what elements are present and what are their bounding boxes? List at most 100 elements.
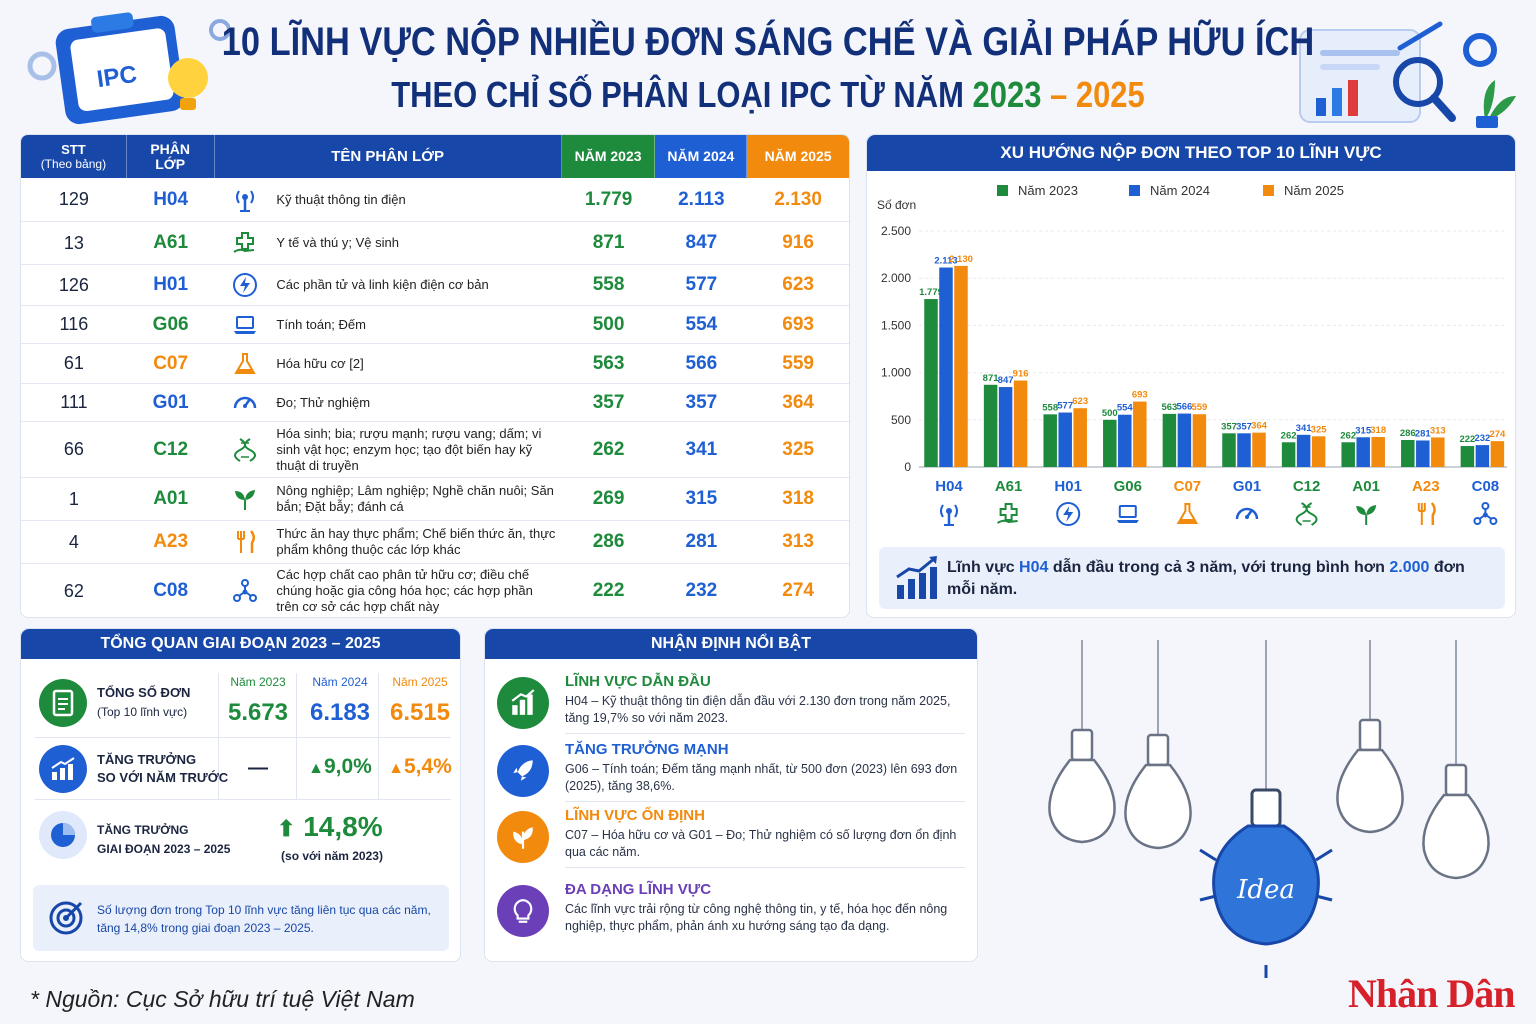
table-row: 62 C08 Các hợp chất cao phân tử hữu cơ; … — [21, 564, 849, 617]
total-label: TỔNG SỐ ĐƠN — [97, 685, 191, 700]
lightning-icon — [215, 265, 277, 305]
y-tick-label: 2.500 — [881, 224, 911, 238]
chart-insight: Lĩnh vực H04 dẫn đầu trong cả 3 năm, với… — [879, 547, 1505, 609]
row-name: Đo; Thử nghiệm — [276, 394, 371, 410]
row-value-2023: 222 — [592, 580, 625, 601]
data-label: 325 — [1311, 424, 1328, 435]
gear-icon — [1463, 33, 1497, 67]
row-value-2024: 315 — [685, 488, 718, 509]
source-note: * Nguồn: Cục Sở hữu trí tuệ Việt Nam — [30, 986, 415, 1012]
bar-c08-3 — [1490, 441, 1505, 467]
row-name: Nông nghiệp; Lâm nghiệp; Nghề chăn nuôi;… — [276, 483, 554, 514]
data-label: 577 — [1057, 401, 1073, 412]
chart-title: XU HƯỚNG NỘP ĐƠN THEO TOP 10 LĨNH VỰC — [867, 135, 1515, 171]
flask-icon — [215, 344, 277, 383]
data-label: 623 — [1072, 396, 1088, 407]
growth-2024-value: 9,0% — [323, 755, 372, 778]
y-axis-label: Số đơn — [877, 198, 916, 212]
highlight-text: G06 – Tính toán; Đếm tăng mạnh nhất, từ … — [565, 762, 958, 793]
medical-hand-icon — [215, 222, 277, 264]
bar-a61-2 — [998, 387, 1013, 467]
table-row: 13 A61 Y tế và thú y; Vệ sinh 871 847 91… — [21, 222, 849, 265]
flask-icon — [1176, 503, 1199, 524]
data-label: 262 — [1281, 430, 1297, 441]
growth-label-line2: SO VỚI NĂM TRƯỚC — [97, 770, 229, 785]
row-stt: 62 — [63, 580, 84, 601]
growth-label-line1: TĂNG TRƯỞNG — [97, 752, 197, 767]
period-value: ⬆ 14,8% — [277, 811, 387, 843]
subtitle-year-start: 2023 — [972, 74, 1042, 115]
magnifier-icon — [1393, 57, 1443, 107]
header-name: TÊN PHÂN LỚP — [214, 135, 562, 178]
row-value-2023: 269 — [592, 488, 625, 509]
x-tick-label: A01 — [1352, 478, 1380, 495]
row-stt: 66 — [63, 439, 84, 459]
divider — [296, 673, 297, 799]
period-label-line1: TĂNG TRƯỞNG — [97, 823, 189, 837]
gauge-icon — [215, 384, 277, 421]
row-value-2025: 2.130 — [774, 188, 822, 210]
legend-label: Năm 2025 — [1284, 183, 1344, 198]
total-2024: 6.183 — [309, 699, 371, 726]
lightning-icon — [1056, 502, 1081, 526]
header-stt: STT (Theo bảng) — [21, 135, 127, 178]
x-tick-label: C12 — [1293, 478, 1321, 495]
table-row: 66 C12 Hóa sinh; bia; rượu mạnh; rượu va… — [21, 422, 849, 478]
sprout-icon — [215, 478, 277, 520]
antenna-icon — [215, 178, 277, 221]
y-tick-label: 0 — [904, 460, 911, 474]
molecule-icon — [215, 564, 277, 617]
highlight-title: LĨNH VỰC DẪN ĐẦU — [565, 673, 711, 690]
legend-swatch — [997, 185, 1008, 196]
table-header: STT (Theo bảng) PHÂN LỚP TÊN PHÂN LỚP NĂ… — [21, 135, 849, 178]
row-code: A01 — [153, 488, 189, 509]
row-value-2024: 341 — [685, 438, 718, 460]
table-row: 61 C07 Hóa hữu cơ [2] 563 566 559 — [21, 344, 849, 384]
bar-a23-1 — [1401, 440, 1415, 467]
data-label: 357 — [1236, 421, 1252, 432]
data-label: 554 — [1117, 403, 1134, 414]
rocket-icon — [497, 745, 549, 797]
gauge-icon — [1235, 507, 1259, 520]
row-code: C12 — [153, 438, 189, 460]
header-class-line1: PHÂN — [150, 140, 190, 157]
data-label: 341 — [1296, 423, 1313, 434]
legend-swatch — [1263, 185, 1274, 196]
bar-c07-3 — [1192, 414, 1207, 467]
highlight-text: Các lĩnh vực trải rộng từ công nghệ thôn… — [565, 902, 948, 933]
bar-c12-3 — [1311, 436, 1326, 467]
legend-label: Năm 2024 — [1150, 183, 1210, 198]
divider — [565, 801, 965, 802]
data-label: 232 — [1474, 433, 1490, 444]
period-label-line2: GIAI ĐOẠN 2023 – 2025 — [97, 842, 231, 856]
row-code: A23 — [153, 531, 189, 552]
trend-chart-panel: XU HƯỚNG NỘP ĐƠN THEO TOP 10 LĨNH VỰC Số… — [866, 134, 1516, 618]
x-tick-label: C07 — [1174, 478, 1202, 495]
row-value-2023: 871 — [592, 232, 625, 253]
bar-c08-1 — [1460, 446, 1475, 467]
row-stt: 129 — [58, 189, 89, 209]
period-value-number: 14,8% — [303, 811, 383, 842]
bar-g06-2 — [1118, 414, 1132, 467]
highlight-title: ĐA DẠNG LĨNH VỰC — [565, 881, 712, 898]
insight-code: H04 — [1019, 559, 1049, 576]
row-value-2023: 563 — [592, 352, 625, 374]
growth-label: TĂNG TRƯỞNG SO VỚI NĂM TRƯỚC — [97, 751, 228, 787]
bar-a61-1 — [983, 384, 998, 467]
data-label: 500 — [1102, 408, 1118, 419]
data-label: 222 — [1459, 434, 1475, 445]
data-label: 281 — [1415, 428, 1432, 439]
header-2023: NĂM 2023 — [561, 135, 656, 178]
period-label: TĂNG TRƯỞNG GIAI ĐOẠN 2023 – 2025 — [97, 821, 230, 859]
row-value-2025: 364 — [782, 391, 814, 413]
data-label: 916 — [1013, 369, 1029, 380]
row-value-2023: 500 — [592, 313, 625, 335]
table-row: 1 A01 Nông nghiệp; Lâm nghiệp; Nghề chăn… — [21, 478, 849, 521]
antenna-icon — [940, 504, 958, 526]
bar-h04-1 — [924, 299, 938, 467]
row-value-2025: 274 — [782, 580, 814, 601]
data-label: 274 — [1489, 429, 1506, 440]
highlight-item: ĐA DẠNG LĨNH VỰC Các lĩnh vực trải rộng … — [485, 881, 979, 945]
row-value-2024: 577 — [685, 274, 718, 295]
row-value-2023: 286 — [592, 531, 625, 552]
